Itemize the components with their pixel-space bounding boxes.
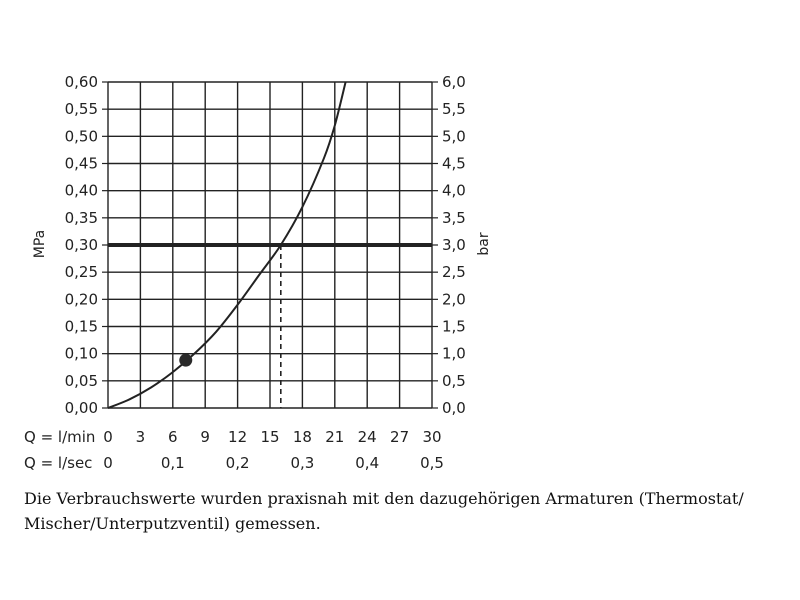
y-tick-label: 0,25 — [65, 263, 98, 281]
x-tick-label: 15 — [260, 428, 279, 446]
chart-series — [107, 81, 432, 409]
y-tick-label: 0,60 — [65, 73, 98, 91]
x-tick-label: 3 — [136, 428, 146, 446]
caption: Die Verbrauchswerte wurden praxisnah mit… — [24, 486, 764, 536]
flow-curve — [107, 81, 347, 409]
y-right-tick-label: 6,0 — [442, 73, 466, 91]
x-tick-label: 18 — [293, 428, 312, 446]
caption-line-2: Mischer/Unterputzventil) gemessen. — [24, 514, 321, 533]
y-right-tick-label: 2,5 — [442, 263, 466, 281]
x-secondary-tick-label: 0,1 — [161, 454, 185, 472]
y-right-tick-label: 0,0 — [442, 399, 466, 417]
x-secondary-tick-label: 0,2 — [226, 454, 250, 472]
x-tick-label: 6 — [168, 428, 178, 446]
x-tick-label: 30 — [422, 428, 441, 446]
y-tick-label: 0,30 — [65, 236, 98, 254]
y-tick-label: 0,55 — [65, 100, 98, 118]
y-right-tick-label: 5,5 — [442, 100, 466, 118]
y-right-tick-label: 3,5 — [442, 209, 466, 227]
flow-curve-marker — [179, 353, 193, 367]
x-tick-label: 21 — [325, 428, 344, 446]
y-axis-label: MPa — [32, 230, 48, 258]
x-tick-label: 9 — [200, 428, 210, 446]
x-axis-label-lmin: Q = l/min — [24, 428, 95, 446]
y-tick-label: 0,20 — [65, 290, 98, 308]
x-tick-label: 12 — [228, 428, 247, 446]
y-right-tick-label: 4,5 — [442, 155, 466, 173]
y-tick-label: 0,45 — [65, 155, 98, 173]
x-secondary-tick-label: 0,5 — [420, 454, 444, 472]
y-tick-label: 0,15 — [65, 318, 98, 336]
y-tick-label: 0,50 — [65, 127, 98, 145]
y-right-tick-label: 3,0 — [442, 236, 466, 254]
x-tick-label: 0 — [103, 428, 113, 446]
x-tick-label: 27 — [390, 428, 409, 446]
x-secondary-tick-label: 0,4 — [355, 454, 379, 472]
y-right-tick-label: 4,0 — [442, 182, 466, 200]
y-right-tick-label: 1,5 — [442, 318, 466, 336]
y-tick-label: 0,10 — [65, 345, 98, 363]
y-right-tick-label: 1,0 — [442, 345, 466, 363]
y-right-tick-label: 0,5 — [442, 372, 466, 390]
x-tick-label: 24 — [358, 428, 377, 446]
y-tick-label: 0,00 — [65, 399, 98, 417]
chart-tick-labels: 0,000,050,100,150,200,250,300,350,400,45… — [65, 73, 466, 472]
y-axis-right-label: bar — [476, 232, 492, 255]
y-tick-label: 0,05 — [65, 372, 98, 390]
y-tick-label: 0,40 — [65, 182, 98, 200]
x-secondary-tick-label: 0,3 — [290, 454, 314, 472]
y-tick-label: 0,35 — [65, 209, 98, 227]
x-secondary-tick-label: 0 — [103, 454, 113, 472]
caption-line-1: Die Verbrauchswerte wurden praxisnah mit… — [24, 489, 744, 508]
y-right-tick-label: 5,0 — [442, 127, 466, 145]
y-right-tick-label: 2,0 — [442, 290, 466, 308]
x-axis-label-lsec: Q = l/sec — [24, 454, 92, 472]
